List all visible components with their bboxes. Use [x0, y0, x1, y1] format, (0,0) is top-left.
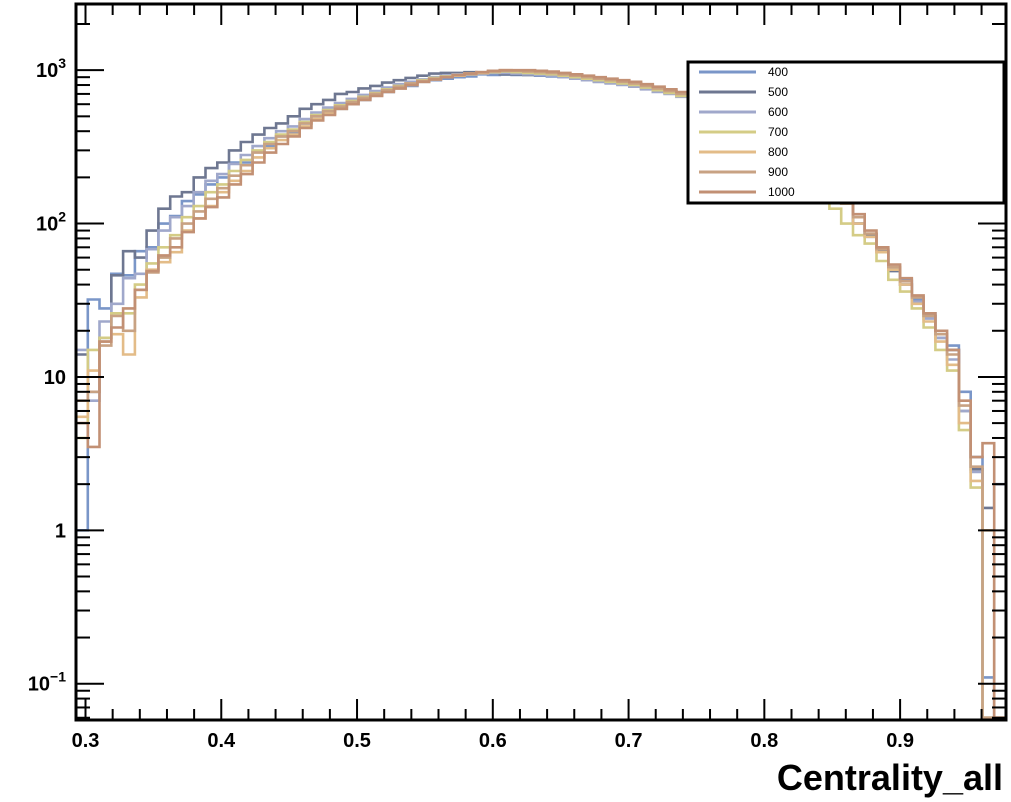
- legend-label-800: 800: [768, 145, 788, 159]
- series-layer: [76, 68, 1006, 722]
- x-axis-title: Centrality_all: [777, 757, 1003, 798]
- y-tick-labels: 10−1 1 10 102 103: [28, 55, 66, 696]
- y-tick-label: 10−1: [28, 669, 66, 696]
- x-tick-label: 0.8: [750, 730, 778, 752]
- x-tick-label: 0.6: [479, 730, 507, 752]
- y-tick-label: 103: [36, 55, 66, 82]
- legend-label-1000: 1000: [768, 185, 795, 199]
- legend-label-600: 600: [768, 105, 788, 119]
- legend: 400 500 600 700 800 900 1000: [686, 60, 1006, 205]
- legend-entries: 400 500 600 700 800 900 1000: [699, 65, 795, 199]
- legend-label-500: 500: [768, 85, 788, 99]
- x-tick-label: 0.4: [207, 730, 236, 752]
- x-tick-label: 0.7: [615, 730, 643, 752]
- y-tick-label: 10: [44, 367, 66, 389]
- legend-label-700: 700: [768, 125, 788, 139]
- plot-frame: [74, 2, 1008, 722]
- x-tick-label: 0.9: [886, 730, 914, 752]
- y-tick-label: 102: [36, 209, 66, 236]
- legend-label-900: 900: [768, 165, 788, 179]
- axis-ticks: [76, 4, 1006, 720]
- x-tick-label: 0.3: [72, 730, 100, 752]
- y-tick-label: 1: [55, 520, 66, 542]
- x-tick-labels: 0.3 0.4 0.5 0.6 0.7 0.8 0.9: [72, 730, 914, 752]
- legend-label-400: 400: [768, 65, 788, 79]
- x-tick-label: 0.5: [343, 730, 371, 752]
